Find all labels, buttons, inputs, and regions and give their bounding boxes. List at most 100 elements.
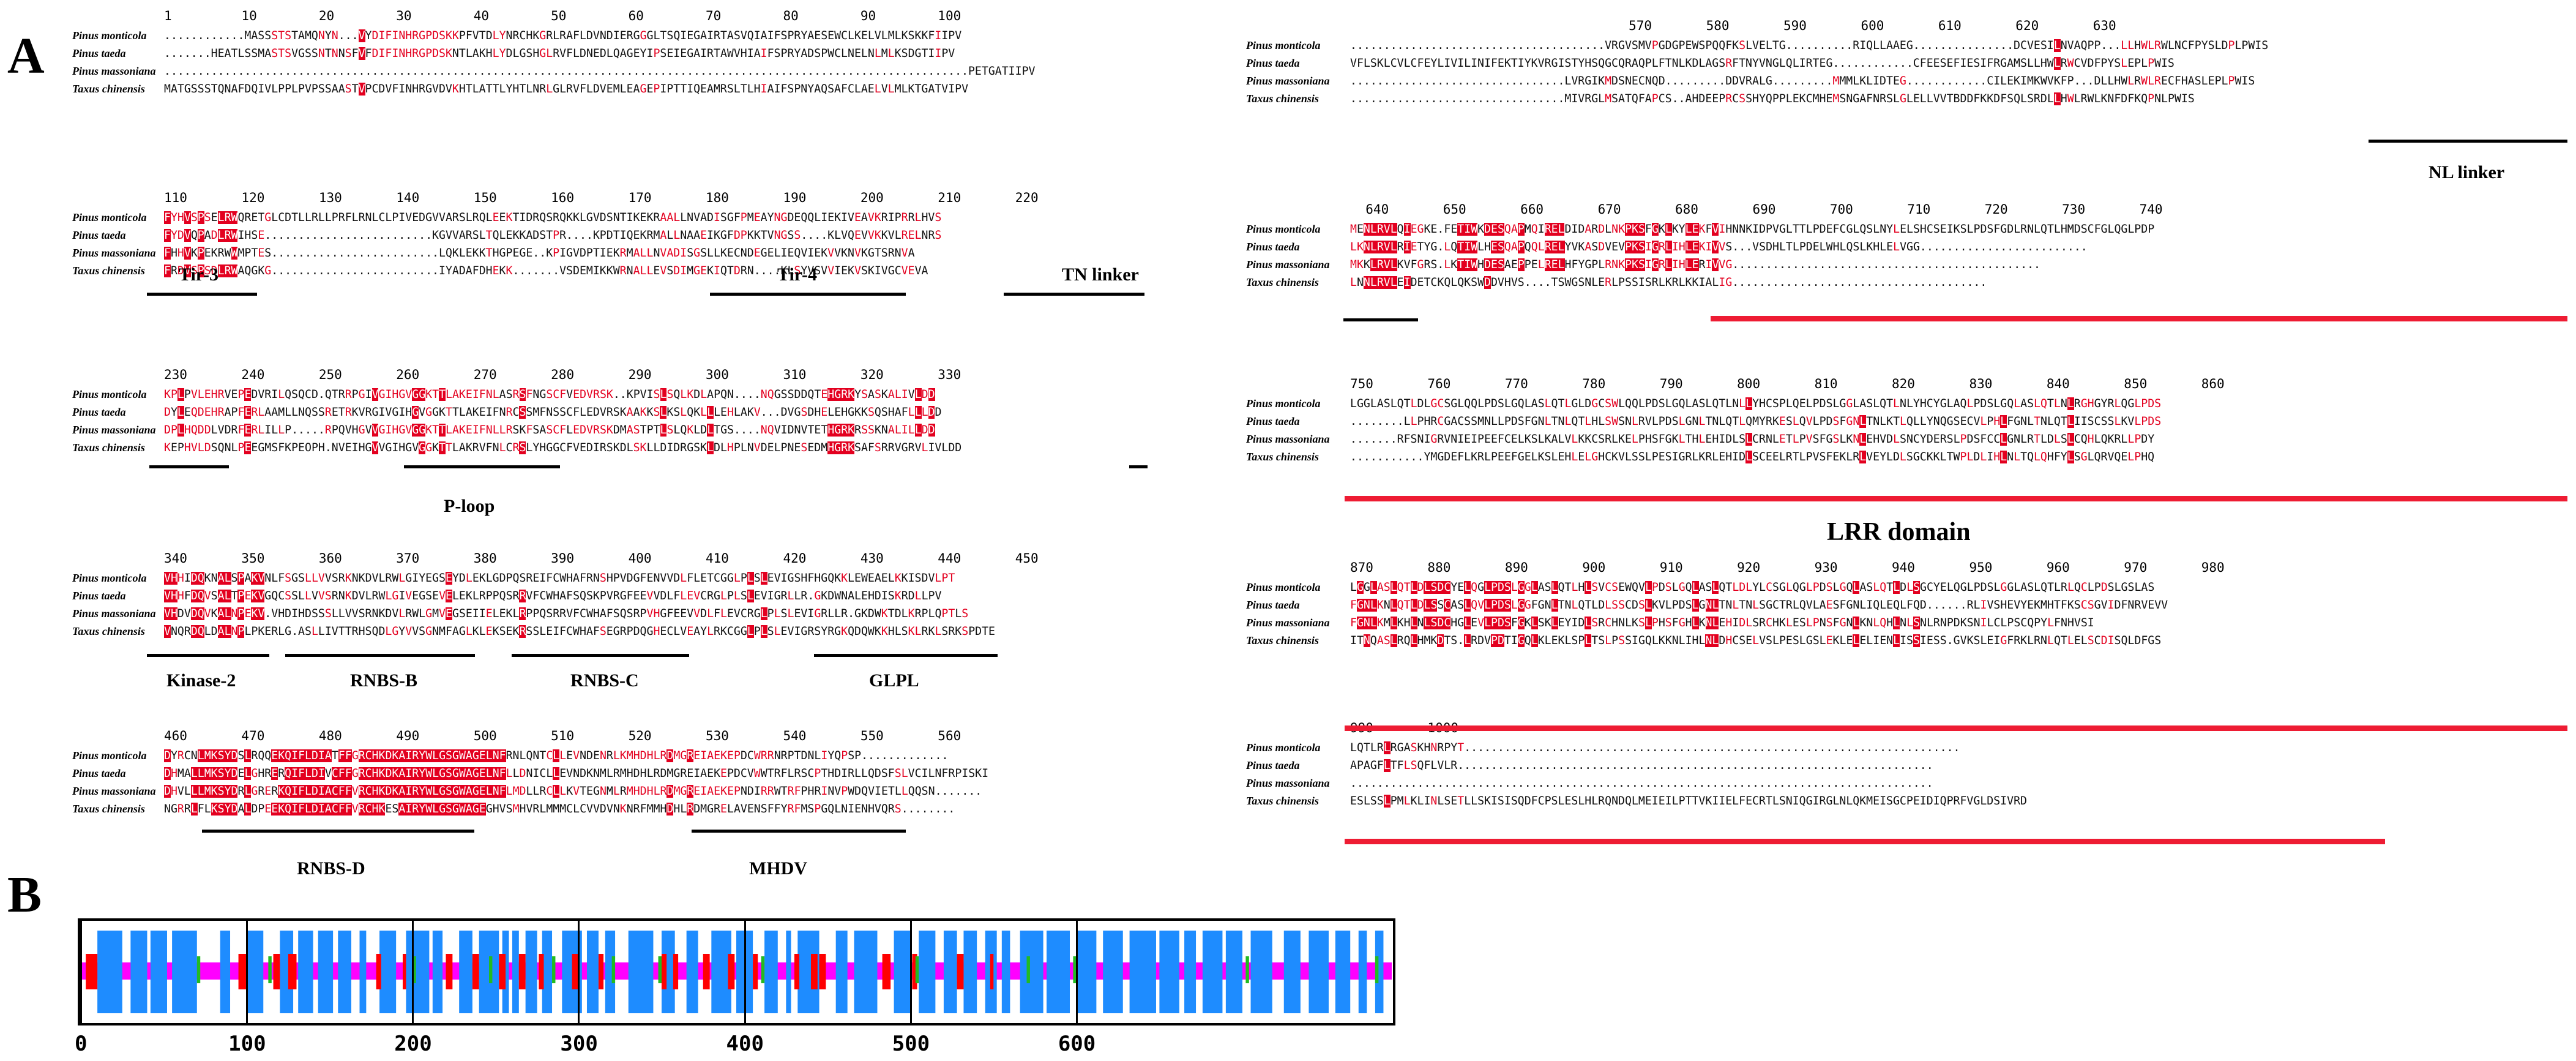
alignment-row: Taxus chinensis ITNQASLRQLHMKDTS.LRDVPDTI… bbox=[1246, 632, 2225, 650]
helix-segment bbox=[1076, 931, 1097, 1013]
species-name: Pinus monticola bbox=[72, 749, 147, 762]
helix-segment bbox=[97, 931, 122, 1013]
species-name: Taxus chinensis bbox=[72, 83, 145, 95]
alignment-block: 990 1000Pinus monticolaLQTLRLRGASKHNRPYT… bbox=[1246, 721, 2027, 810]
species-name: Pinus massoniana bbox=[1246, 617, 1330, 629]
alignment-row: Pinus taeda .......HEATLSSMASTSVGSSNTNNSF… bbox=[72, 45, 1035, 62]
strand-segment bbox=[794, 954, 800, 989]
species-name: Pinus taeda bbox=[1246, 241, 1300, 253]
species-name: Pinus taeda bbox=[1246, 599, 1300, 611]
turn-segment bbox=[1073, 956, 1077, 983]
turn-segment bbox=[552, 956, 556, 983]
axis-tick-label: 100 bbox=[228, 1032, 266, 1056]
sequence: KPLPVLEHRVEPEDVRILQSQCD.QTRRPGIVGIHGVGGK… bbox=[164, 388, 935, 401]
sequence: .......HEATLSSMASTSVGSSNTNNSFVFDIFINHRGP… bbox=[164, 47, 955, 60]
alignment-row: Taxus chinensis LNNLRVLEIDETCKQLQKSWDDVHV… bbox=[1246, 274, 2163, 291]
sequence: LGGLASLQTLDLGCSGLQQLPDSLGQLASLQTLGLDGCSW… bbox=[1350, 397, 2162, 410]
helix-segment bbox=[338, 931, 351, 1013]
alignment-row: Taxus chinensis VNQRDQLDALNPLPKERLG.ASLLI… bbox=[72, 623, 1039, 640]
helix-segment bbox=[406, 931, 430, 1013]
ploop-bar bbox=[149, 465, 229, 468]
strand-segment bbox=[572, 954, 579, 989]
sequence: VNQRDQLDALNPLPKERLG.ASLLIVTTRHSQDLGYVVSG… bbox=[164, 625, 996, 638]
species-name: Pinus massoniana bbox=[72, 424, 156, 436]
helix-segment bbox=[1020, 931, 1043, 1013]
helix-segment bbox=[280, 931, 294, 1013]
species-name: Taxus chinensis bbox=[72, 264, 145, 277]
species-name: Pinus monticola bbox=[1246, 581, 1321, 593]
helix-segment bbox=[1129, 931, 1156, 1013]
alignment-block: 750 760 770 780 790 800 810 820 830 840 … bbox=[1246, 377, 2225, 466]
sequence: ............MASSSTSTAMQNYN...VYDIFINHRGP… bbox=[164, 29, 962, 42]
species-name: Pinus monticola bbox=[72, 388, 147, 400]
strand-segment bbox=[703, 954, 710, 989]
ploop-bar-2 bbox=[404, 465, 560, 468]
helix-segment bbox=[1202, 931, 1223, 1013]
alignment-row: Taxus chinensis ESLSSLPMLKLINLSETLLSKISIS… bbox=[1246, 792, 2027, 810]
helix-segment bbox=[1335, 931, 1351, 1013]
strand-segment bbox=[753, 954, 758, 989]
helix-segment bbox=[661, 931, 675, 1013]
species-name: Pinus massoniana bbox=[72, 247, 156, 259]
position-ruler: 230 240 250 260 270 280 290 300 310 320 … bbox=[164, 367, 961, 382]
position-ruler: 570 580 590 600 610 620 630 bbox=[1350, 18, 2116, 33]
species-name: Taxus chinensis bbox=[1246, 92, 1319, 105]
helix-segment bbox=[1250, 931, 1272, 1013]
turn-segment bbox=[196, 956, 201, 983]
species-name: Pinus taeda bbox=[1246, 759, 1300, 771]
helix-segment bbox=[1358, 931, 1367, 1013]
turn-segment bbox=[1026, 956, 1030, 983]
sequence: ................................MIVRGLMS… bbox=[1350, 92, 2195, 105]
helix-segment bbox=[1375, 931, 1384, 1013]
helix-segment bbox=[1001, 931, 1010, 1013]
turn-segment bbox=[413, 956, 416, 983]
sequence: MATGSSSTQNAFDQIVLPPLPVPSSAASTVPCDVFINHRG… bbox=[164, 83, 969, 96]
alignment-row: Pinus massoniana FGNLKMLKHLNLSDCHGLEVLPDS… bbox=[1246, 614, 2225, 632]
kinase2-bar bbox=[147, 654, 269, 657]
sequence: KEPHVLDSQNLPEEGMSFKPEOPH.NVEIHGVVGIHGVGG… bbox=[164, 441, 962, 454]
alignment-row: Pinus monticola DYRCNLMKSYDSLRQQEKQIFLDIA… bbox=[72, 747, 988, 765]
species-name: Taxus chinensis bbox=[72, 625, 145, 637]
sequence: LQTLRLRGASKHNRPYT.......................… bbox=[1350, 741, 1960, 754]
tir4-bar bbox=[710, 293, 906, 296]
species-name: Taxus chinensis bbox=[1246, 634, 1319, 647]
helix-segment bbox=[459, 931, 472, 1013]
rnbsb-label: RNBS-B bbox=[350, 670, 418, 691]
turn-segment bbox=[761, 956, 765, 983]
species-name: Pinus massoniana bbox=[72, 607, 156, 620]
sequence: ........................................… bbox=[164, 65, 1036, 78]
sequence: ........LLPHRCGACSSMNLLPDSFGNLTNLQTLHLSW… bbox=[1350, 415, 2162, 428]
axis-tick bbox=[578, 918, 580, 1025]
alignment-row: Pinus massoniana FHHVKPEKRWWMPTES........… bbox=[72, 244, 1039, 262]
glpl-label: GLPL bbox=[869, 670, 919, 691]
axis-tick bbox=[909, 918, 912, 1025]
position-ruler: 640 650 660 670 680 690 700 710 720 730 … bbox=[1350, 202, 2163, 217]
sequence: FGNLKMLKHLNLSDCHGLEVLPDSFGKLSKLEYIDLSRCH… bbox=[1350, 617, 2094, 629]
helix-segment bbox=[854, 931, 878, 1013]
sequence: DHMALLMKSYDELGHRERQIFLDIVCFFGRCHKDKAIRYW… bbox=[164, 767, 989, 780]
helix-segment bbox=[764, 931, 778, 1013]
alignment-row: Pinus monticola LGGLASLQTLDLSDCYELQGLPDSL… bbox=[1246, 579, 2225, 596]
nl-tail-bar bbox=[1343, 318, 1418, 321]
strand-segment bbox=[288, 954, 297, 989]
alignment-row: Pinus massoniana........................… bbox=[72, 62, 1035, 80]
turn-segment bbox=[915, 956, 919, 983]
alignment-row: Pinus massoniana VHDVDQVKALNPEKV.VHDIHDSS… bbox=[72, 605, 1039, 623]
alignment-row: Taxus chinensis NGRRLFLKSYDALDPEEKQIFLDIA… bbox=[72, 800, 988, 818]
species-name: Pinus taeda bbox=[72, 47, 126, 59]
helix-segment bbox=[605, 931, 616, 1013]
helix-segment bbox=[379, 931, 397, 1013]
sequence: FHHVKPEKRWWMPTES........................… bbox=[164, 247, 915, 260]
alignment-row: Pinus monticola ............MASSSTSTAMQNY… bbox=[72, 27, 1035, 45]
sequence: LGGLASLQTLDLSDCYELQGLPDSLGGLASLQTLHLSVCS… bbox=[1350, 581, 2155, 594]
nl-linker-label: NL linker bbox=[2429, 162, 2505, 182]
strand-segment bbox=[811, 954, 818, 989]
position-ruler: 870 880 890 900 910 920 930 940 950 960 … bbox=[1350, 560, 2225, 575]
alignment-block: 870 880 890 900 910 920 930 940 950 960 … bbox=[1246, 560, 2225, 650]
sequence: ................................LVRGIKMD… bbox=[1350, 75, 2255, 88]
tir3-label: Tir-3 bbox=[179, 264, 218, 285]
species-name: Pinus massoniana bbox=[1246, 433, 1330, 445]
sequence: VHHFDQVSALTPEKVGQCSSLLVVSRNKDVLRWLGIVEGS… bbox=[164, 590, 942, 602]
lrr-label: LRR domain bbox=[1827, 518, 1971, 546]
sequence: VHHIDQKNALSPAKVNLFSGSLLVVSRKNKDVLRWLGIYE… bbox=[164, 572, 955, 585]
